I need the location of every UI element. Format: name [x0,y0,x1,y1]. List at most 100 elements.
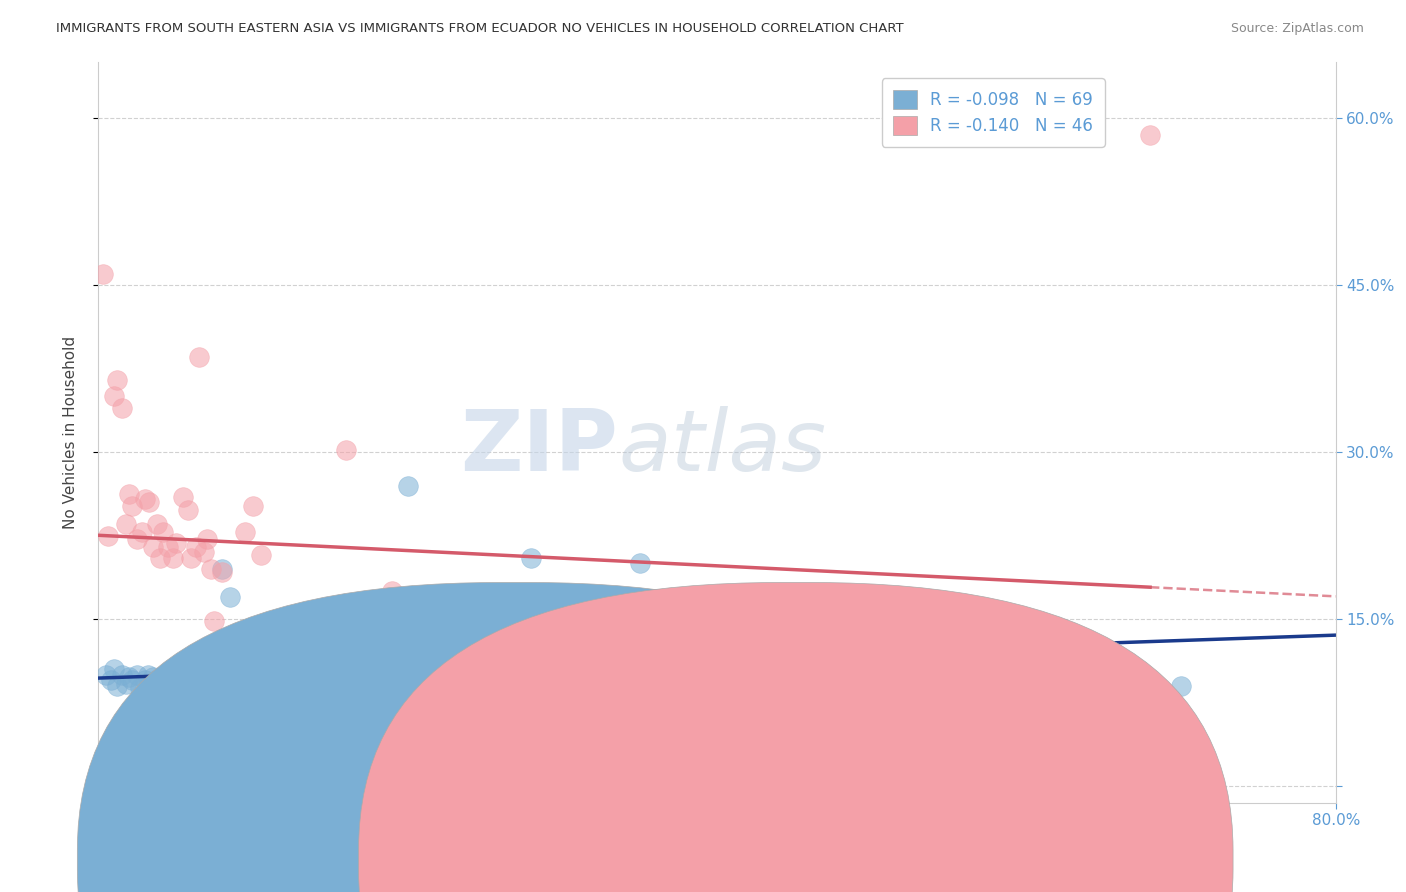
Point [211,562,233,576]
Point [167,681,190,695]
Point [366,681,388,695]
Point [1046,732,1069,747]
Point [783,621,806,635]
Point [706,670,728,684]
Point [97,528,120,542]
Point [118,670,141,684]
Point [165,536,187,550]
Point [1170,679,1192,693]
Point [195,688,218,702]
Point [115,517,138,532]
Point [129,681,152,695]
Point [628,557,651,571]
Point [312,615,335,629]
Point [551,732,574,747]
Point [127,667,149,681]
Point [273,688,295,702]
Point [264,684,288,698]
Point [157,540,180,554]
Point [153,670,176,684]
Point [427,651,450,665]
Point [288,681,311,695]
Point [335,688,357,702]
Point [183,681,205,695]
Point [188,688,211,702]
Point [226,667,249,681]
Point [91,267,114,281]
Point [1139,128,1161,142]
Point [458,657,481,671]
Point [193,684,215,698]
Point [141,670,165,684]
Point [121,673,143,688]
Point [1046,721,1069,735]
Point [172,490,194,504]
Legend: R = -0.098   N = 69, R = -0.140   N = 46: R = -0.098 N = 69, R = -0.140 N = 46 [882,78,1105,146]
Point [214,681,236,695]
Point [257,679,280,693]
Point [100,673,122,688]
Text: Source: ZipAtlas.com: Source: ZipAtlas.com [1230,22,1364,36]
Point [304,684,326,698]
Point [250,548,273,562]
Point [127,532,149,546]
Point [335,442,357,457]
Point [288,688,311,702]
Point [105,679,128,693]
Point [200,562,222,576]
Point [149,679,172,693]
Point [191,679,214,693]
Point [176,684,198,698]
Point [157,684,180,698]
Point [145,673,167,688]
Point [233,525,257,540]
Point [250,676,273,690]
Point [138,676,160,690]
Point [136,667,159,681]
Point [551,632,574,647]
Point [427,615,450,629]
Point [152,676,174,690]
Point [195,532,218,546]
Point [582,658,605,673]
Point [644,640,666,654]
Point [103,662,125,676]
Point [131,525,153,540]
Point [134,673,156,688]
Text: atlas: atlas [619,406,827,489]
Point [152,525,174,540]
Point [111,667,132,681]
Point [177,503,200,517]
Point [188,351,211,365]
Text: IMMIGRANTS FROM SOUTH EASTERN ASIA VS IMMIGRANTS FROM ECUADOR NO VEHICLES IN HOU: IMMIGRANTS FROM SOUTH EASTERN ASIA VS IM… [56,22,904,36]
Text: Immigrants from South Eastern Asia: Immigrants from South Eastern Asia [537,853,814,867]
Point [121,499,143,513]
Point [211,566,233,580]
Point [169,673,191,688]
Point [520,550,543,565]
Point [146,517,169,532]
Point [162,550,184,565]
Point [219,590,242,604]
Point [242,681,264,695]
Point [226,665,249,680]
Point [219,651,242,665]
Point [233,684,257,698]
Point [200,681,222,695]
Point [180,676,202,690]
Point [381,584,404,599]
Point [208,684,231,698]
Point [396,478,419,492]
Point [172,679,194,693]
Text: ZIP: ZIP [460,406,619,489]
Point [149,550,172,565]
Point [193,545,215,559]
Point [350,684,373,698]
Point [273,640,295,654]
Point [242,499,264,513]
Point [141,540,165,554]
Point [675,625,697,640]
Point [134,491,156,506]
Point [115,676,138,690]
Point [198,676,221,690]
